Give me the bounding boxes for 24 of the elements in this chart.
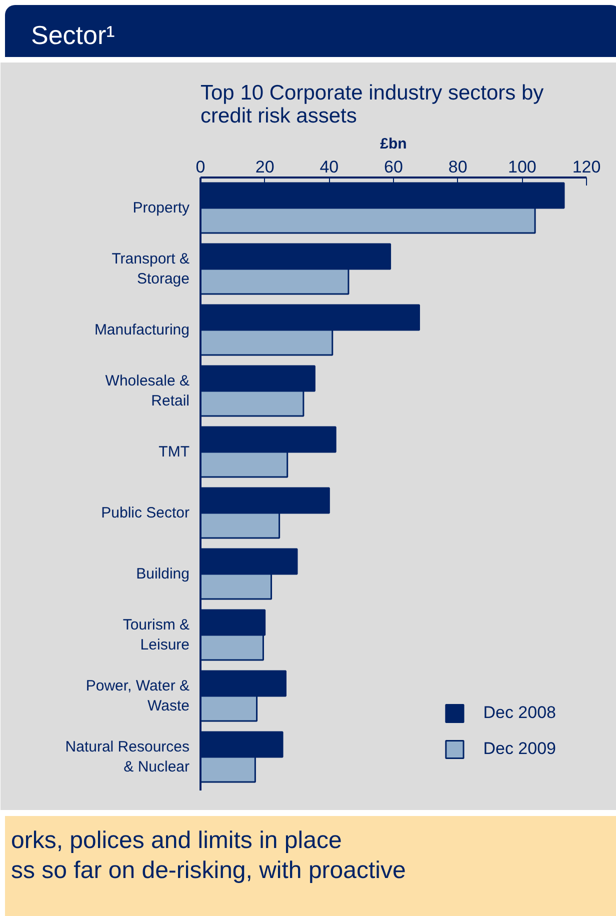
y-tick-label: Tourism & Leisure xyxy=(122,616,190,654)
legend-label: Dec 2008 xyxy=(483,703,556,723)
y-tick-label: Transport & Storage xyxy=(112,250,190,288)
y-tick-label: Wholesale & Retail xyxy=(105,372,190,410)
x-tick-label: 40 xyxy=(320,158,339,176)
x-tick-label: 100 xyxy=(508,158,536,176)
legend-label: Dec 2009 xyxy=(483,739,556,759)
y-tick-label: Building xyxy=(136,565,190,582)
x-axis-title: £bn xyxy=(380,136,407,152)
y-tick-label: Power, Water & Waste xyxy=(86,677,190,715)
chart-title: Sector¹ xyxy=(31,19,115,52)
x-tick-label: 0 xyxy=(196,158,206,176)
chart-subtitle: Top 10 Corporate industry sectors by credit risk assets xyxy=(200,82,544,128)
x-tick-label: 20 xyxy=(255,158,274,176)
y-tick-label: Public Sector xyxy=(101,504,190,522)
x-tick-label: 60 xyxy=(384,158,403,176)
x-tick-label: 120 xyxy=(572,158,601,176)
text: ss so far on de-risking, with proactive xyxy=(11,857,406,884)
y-tick-label: Natural Resources & Nuclear xyxy=(65,738,190,776)
y-tick-label: Property xyxy=(132,200,190,216)
text: orks, polices and limits in place xyxy=(11,827,342,854)
y-tick-label: Manufacturing xyxy=(94,321,190,338)
y-tick-label: TMT xyxy=(158,443,190,460)
x-tick-label: 80 xyxy=(448,158,468,176)
